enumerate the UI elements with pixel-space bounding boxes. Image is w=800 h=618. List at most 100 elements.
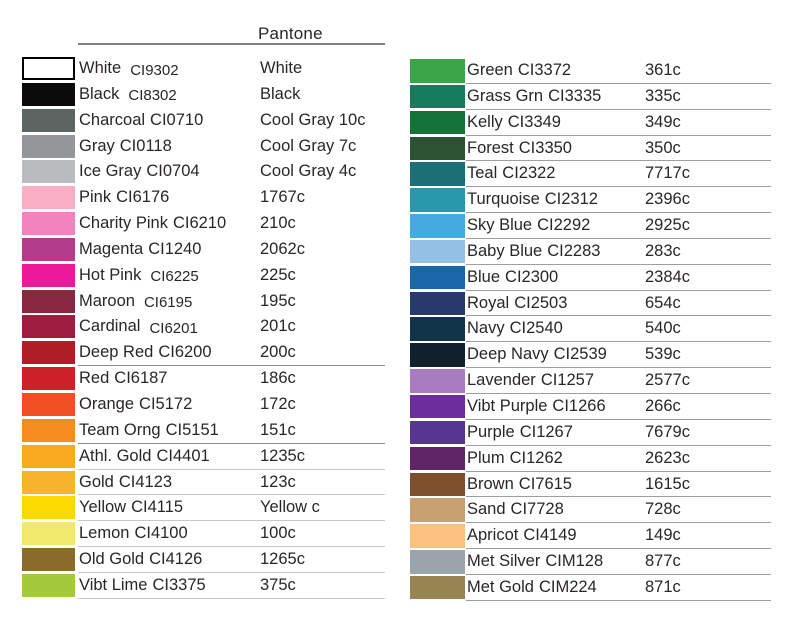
color-row: Lemon CI4100 100c bbox=[22, 521, 387, 548]
color-row: Gray CI0118 Cool Gray 7c bbox=[22, 134, 387, 160]
pantone-value: 1767c bbox=[260, 188, 305, 207]
color-row: Magenta CI1240 2062c bbox=[22, 237, 387, 263]
color-code: CI0704 bbox=[146, 162, 200, 181]
color-swatch bbox=[410, 472, 465, 496]
color-swatch bbox=[22, 108, 75, 132]
color-name: Vibt Lime bbox=[79, 575, 148, 594]
color-code: CI3350 bbox=[518, 138, 572, 157]
color-row: Orange CI5172 172c bbox=[22, 392, 387, 418]
color-name: Deep Red bbox=[79, 343, 154, 362]
color-swatch bbox=[22, 57, 75, 80]
color-row: Baby Blue CI2283 283c bbox=[410, 239, 775, 265]
pantone-value: Cool Gray 7c bbox=[260, 136, 357, 155]
color-name: Orange bbox=[79, 394, 135, 413]
color-label: Sky Blue CI2292 bbox=[467, 216, 590, 235]
row-underline bbox=[466, 237, 771, 239]
color-code: CI1266 bbox=[552, 396, 606, 415]
pantone-value: 200c bbox=[260, 343, 296, 362]
color-code: CI6176 bbox=[116, 188, 170, 207]
row-underline bbox=[466, 573, 771, 575]
color-code: CI1267 bbox=[519, 422, 573, 441]
color-label: Lavender CI1257 bbox=[467, 371, 594, 390]
color-name: Met Silver bbox=[467, 552, 541, 571]
color-name: Turquoise bbox=[467, 190, 540, 209]
color-swatch bbox=[22, 392, 75, 416]
color-code: CI4401 bbox=[156, 446, 210, 465]
color-code: CI1257 bbox=[540, 371, 595, 390]
color-row: Yellow CI4115 Yellow c bbox=[22, 495, 387, 522]
color-code: CI3372 bbox=[517, 61, 572, 79]
color-code: CI0118 bbox=[119, 136, 172, 155]
color-name: Charity Pink bbox=[79, 214, 168, 233]
row-underline bbox=[466, 82, 771, 84]
row-underline bbox=[466, 470, 771, 472]
row-underline bbox=[466, 599, 771, 601]
pantone-value: 539c bbox=[645, 345, 681, 364]
color-name: Athl. Gold bbox=[79, 446, 152, 465]
color-row: Met Gold CIM224 871c bbox=[410, 575, 775, 601]
pantone-value: 1235c bbox=[260, 446, 305, 465]
pantone-value: 2623c bbox=[645, 448, 690, 467]
color-name: Navy bbox=[467, 319, 505, 338]
color-label: Teal CI2322 bbox=[467, 164, 556, 183]
color-label: Cardinal CI6201 bbox=[79, 317, 198, 337]
row-underline bbox=[466, 263, 771, 265]
color-code: CI4123 bbox=[118, 472, 173, 491]
color-swatch bbox=[410, 214, 465, 238]
color-row: Green CI3372 361c bbox=[410, 58, 775, 84]
color-label: Blue CI2300 bbox=[467, 268, 558, 287]
color-code: CI7615 bbox=[518, 474, 572, 493]
color-label: Sand CI7728 bbox=[467, 500, 564, 519]
color-name: Royal bbox=[467, 293, 510, 312]
color-label: Charity Pink CI6210 bbox=[79, 214, 226, 233]
color-swatch bbox=[410, 162, 465, 186]
color-code: CI4149 bbox=[523, 526, 577, 545]
color-code: CI6210 bbox=[172, 214, 227, 233]
color-swatch bbox=[410, 59, 465, 83]
color-label: Magenta CI1240 bbox=[79, 240, 201, 259]
color-label: Grass Grn CI3335 bbox=[467, 87, 601, 106]
color-swatch bbox=[22, 82, 75, 106]
color-swatch bbox=[410, 446, 465, 471]
pantone-value: 201c bbox=[260, 317, 296, 336]
color-swatch bbox=[410, 188, 465, 212]
color-swatch bbox=[22, 496, 75, 520]
color-label: Plum CI1262 bbox=[467, 449, 563, 468]
color-row: Navy CI2540 540c bbox=[410, 316, 775, 343]
color-swatch bbox=[410, 550, 465, 574]
color-name: Hot Pink bbox=[79, 265, 142, 284]
color-row: Gold CI4123 123c bbox=[22, 470, 387, 496]
color-row: Team Orng CI5151 151c bbox=[22, 418, 387, 444]
color-name: Charcoal bbox=[79, 110, 146, 129]
color-row: Deep Navy CI2539 539c bbox=[410, 342, 775, 369]
color-label: Brown CI7615 bbox=[467, 475, 572, 494]
color-name: Pink bbox=[79, 188, 112, 207]
color-row: Pink CI6176 1767c bbox=[22, 185, 387, 211]
color-code: CI6195 bbox=[143, 294, 193, 312]
color-code: CI2312 bbox=[544, 190, 598, 209]
color-row: Forest CI3350 350c bbox=[410, 136, 775, 162]
color-label: Orange CI5172 bbox=[79, 395, 192, 414]
color-label: Forest CI3350 bbox=[467, 139, 572, 158]
row-underline bbox=[466, 108, 771, 110]
color-code: CI9302 bbox=[130, 61, 179, 79]
color-label: Met Silver CIM128 bbox=[467, 552, 603, 571]
color-label: Athl. Gold CI4401 bbox=[79, 447, 210, 466]
color-name: Red bbox=[79, 369, 110, 388]
color-row: Deep Red CI6200 200c bbox=[22, 340, 387, 367]
pantone-value: 2062c bbox=[260, 239, 305, 258]
row-underline bbox=[466, 392, 771, 394]
color-code: CIM128 bbox=[545, 552, 604, 571]
row-underline bbox=[466, 522, 771, 524]
color-code: CI7728 bbox=[510, 500, 564, 519]
color-swatch bbox=[410, 498, 465, 522]
color-swatch bbox=[410, 84, 465, 109]
color-label: White CI9302 bbox=[79, 59, 179, 79]
row-underline bbox=[466, 289, 771, 291]
color-name: Vibt Purple bbox=[467, 396, 548, 415]
pantone-value: 123c bbox=[260, 472, 296, 491]
color-swatch bbox=[410, 575, 465, 600]
color-name: Kelly bbox=[467, 112, 503, 131]
color-label: Old Gold CI4126 bbox=[79, 550, 202, 569]
